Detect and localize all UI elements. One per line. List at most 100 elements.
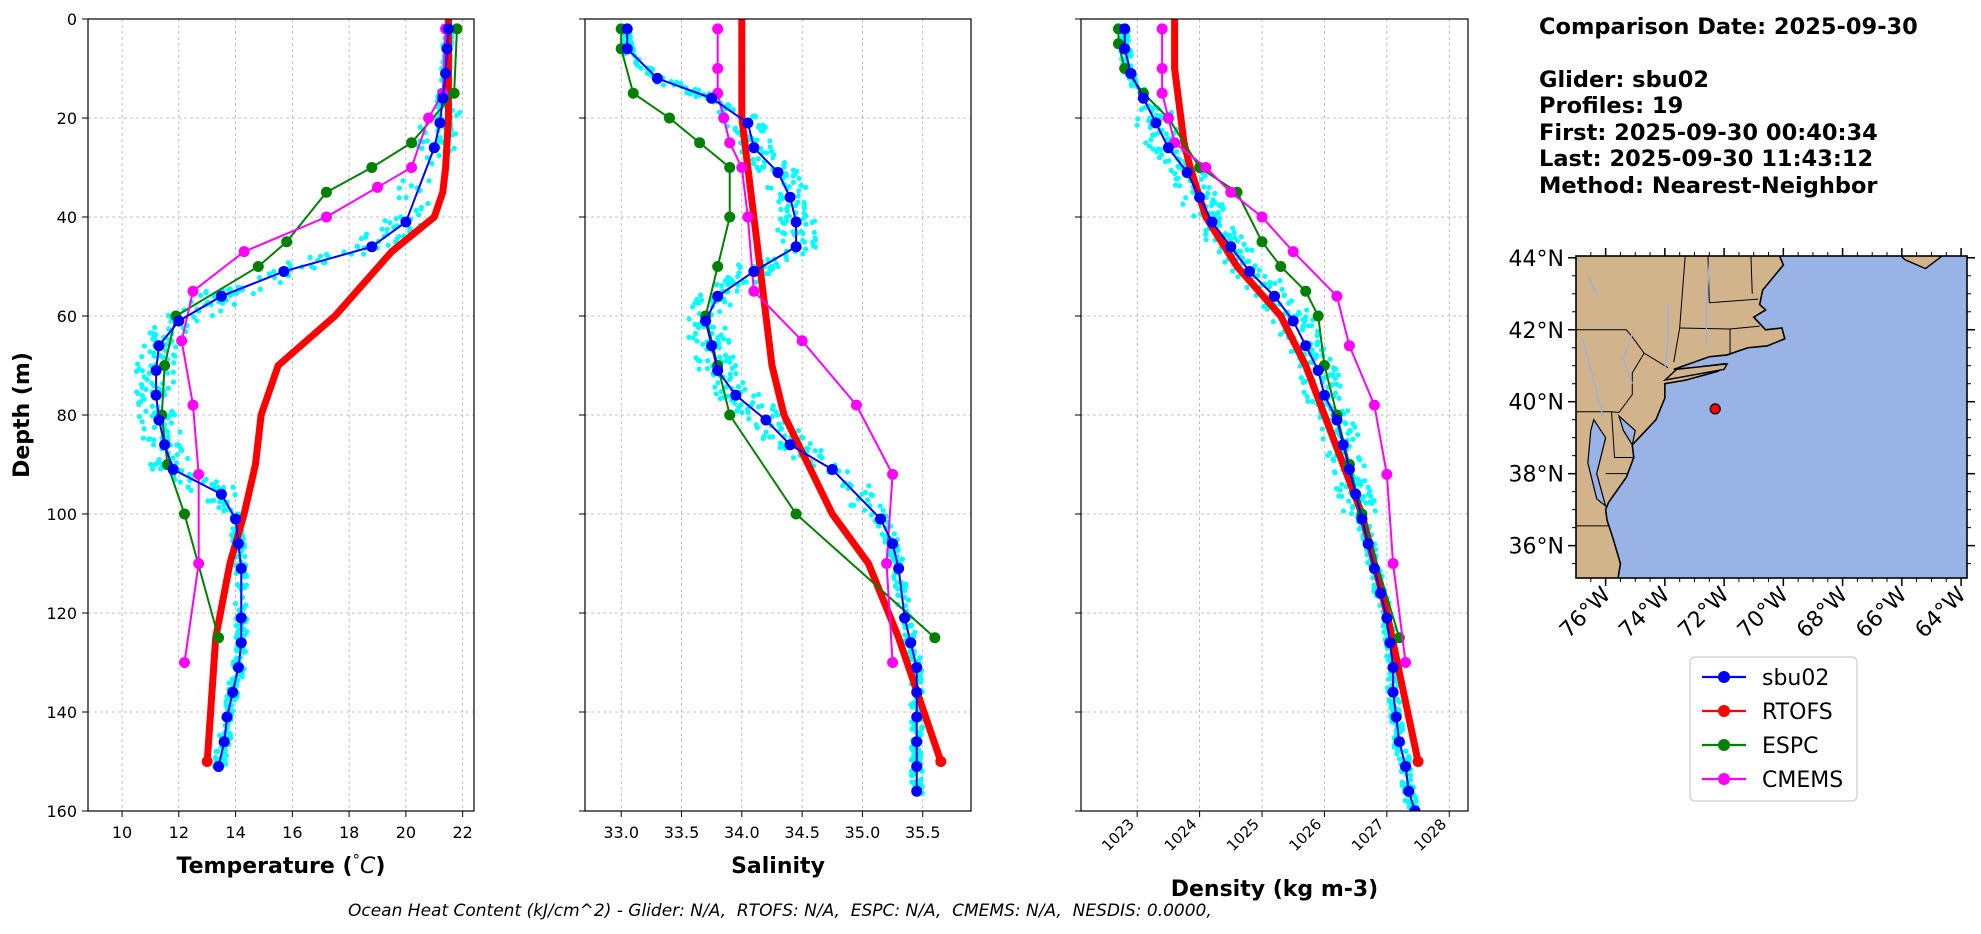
sbu02-point [1150, 117, 1162, 129]
sbu02-point [230, 513, 242, 525]
sbu02-point [218, 736, 230, 748]
glider-point [136, 413, 143, 420]
glider-point [1166, 158, 1172, 164]
sbu02-point [1343, 463, 1355, 475]
glider-point [1304, 307, 1310, 313]
espc-point [448, 87, 460, 99]
glider-point [1371, 582, 1377, 588]
glider-point [692, 300, 698, 306]
glider-point [1209, 202, 1215, 208]
glider-point [173, 344, 179, 350]
glider-point [773, 408, 779, 415]
sbu02-point [651, 72, 663, 84]
glider-point [1222, 230, 1229, 237]
first-time: First: 2025-09-30 00:40:34 [1539, 119, 1878, 146]
sbu02-point [235, 562, 247, 574]
glider-point [861, 507, 868, 513]
glider-point [699, 297, 705, 303]
comparison-date: Comparison Date: 2025-09-30 [1539, 14, 1918, 40]
sbu02-point [911, 711, 923, 723]
glider-point [1163, 131, 1169, 137]
cmems-point [187, 399, 199, 411]
x-tick-label: 18 [339, 823, 359, 842]
sbu02-point [1312, 364, 1324, 376]
glider-point [790, 455, 797, 461]
x-tick-label: 33.5 [664, 823, 700, 842]
sbu02-point [173, 315, 185, 327]
glider-point [790, 229, 796, 235]
glider-point [1306, 323, 1312, 329]
glider-point [1135, 116, 1141, 122]
sbu02-point [235, 637, 247, 649]
glider-point [1215, 210, 1221, 216]
glider-point [795, 193, 801, 199]
glider-point [916, 747, 922, 753]
lat-label: 36°N [1509, 535, 1564, 560]
cmems-point [850, 399, 862, 411]
glider-point [177, 479, 183, 485]
glider-point [188, 487, 194, 494]
glider-point [1407, 777, 1414, 783]
glider-point [686, 316, 692, 322]
glider-point [710, 324, 717, 330]
glider-point [176, 443, 182, 449]
sbu02-point [434, 117, 446, 129]
espc-point [712, 261, 724, 272]
glider-point [354, 243, 360, 249]
glider-point [760, 436, 766, 442]
glider-point [1331, 457, 1337, 464]
glider-point [1241, 241, 1247, 247]
sbu02-point [875, 513, 887, 525]
glider-point [902, 588, 908, 594]
cmems-point [1225, 186, 1237, 198]
glider-point [417, 124, 423, 130]
glider-point [1217, 222, 1223, 228]
glider-point [396, 195, 402, 201]
glider-point [408, 183, 415, 189]
legend: sbu02 RTOFS ESPC CMEMS [1689, 656, 1858, 802]
glider-point [147, 330, 153, 336]
glider-point [1175, 163, 1181, 170]
glider-point [769, 148, 775, 154]
glider-point [420, 139, 427, 145]
glider-point [1153, 112, 1159, 118]
glider-point [194, 318, 200, 324]
glider-point [785, 203, 791, 209]
glider-point [217, 499, 223, 505]
glider-point [1369, 500, 1375, 506]
sbu02-point [1337, 439, 1349, 451]
glider-point [1301, 389, 1307, 395]
sbu02-point [1181, 166, 1193, 178]
glider-point [1127, 52, 1133, 58]
sbu02-point [1206, 216, 1218, 228]
glider-point [256, 275, 263, 281]
glider-point [160, 354, 166, 360]
x-axis-label: Density (kg m-3) [1171, 877, 1379, 902]
sbu02-point [1162, 142, 1174, 154]
sbu02-point [911, 736, 923, 748]
glider-point [385, 242, 391, 248]
glider-point [1210, 197, 1216, 203]
glider-point [895, 592, 901, 598]
glider-point [231, 301, 237, 307]
glider-point [786, 184, 792, 190]
glider-point [763, 429, 769, 435]
state-border [1750, 256, 1753, 294]
x-tick-label: 22 [452, 823, 472, 842]
glider-point [1331, 469, 1338, 475]
glider-point [891, 573, 897, 579]
glider-point [234, 648, 240, 654]
glider-point [812, 448, 818, 454]
glider-point [170, 369, 176, 375]
x-tick-label: 35.0 [845, 823, 881, 842]
glider-point [174, 452, 180, 458]
glider-point [437, 134, 443, 141]
sbu02-point [159, 439, 171, 451]
glider-point [1134, 122, 1140, 128]
cmems-point [742, 211, 754, 223]
cmems-point [1200, 162, 1212, 173]
rtofs-point [935, 756, 947, 767]
sbu02-point [911, 686, 923, 698]
glider-point [1198, 176, 1205, 182]
